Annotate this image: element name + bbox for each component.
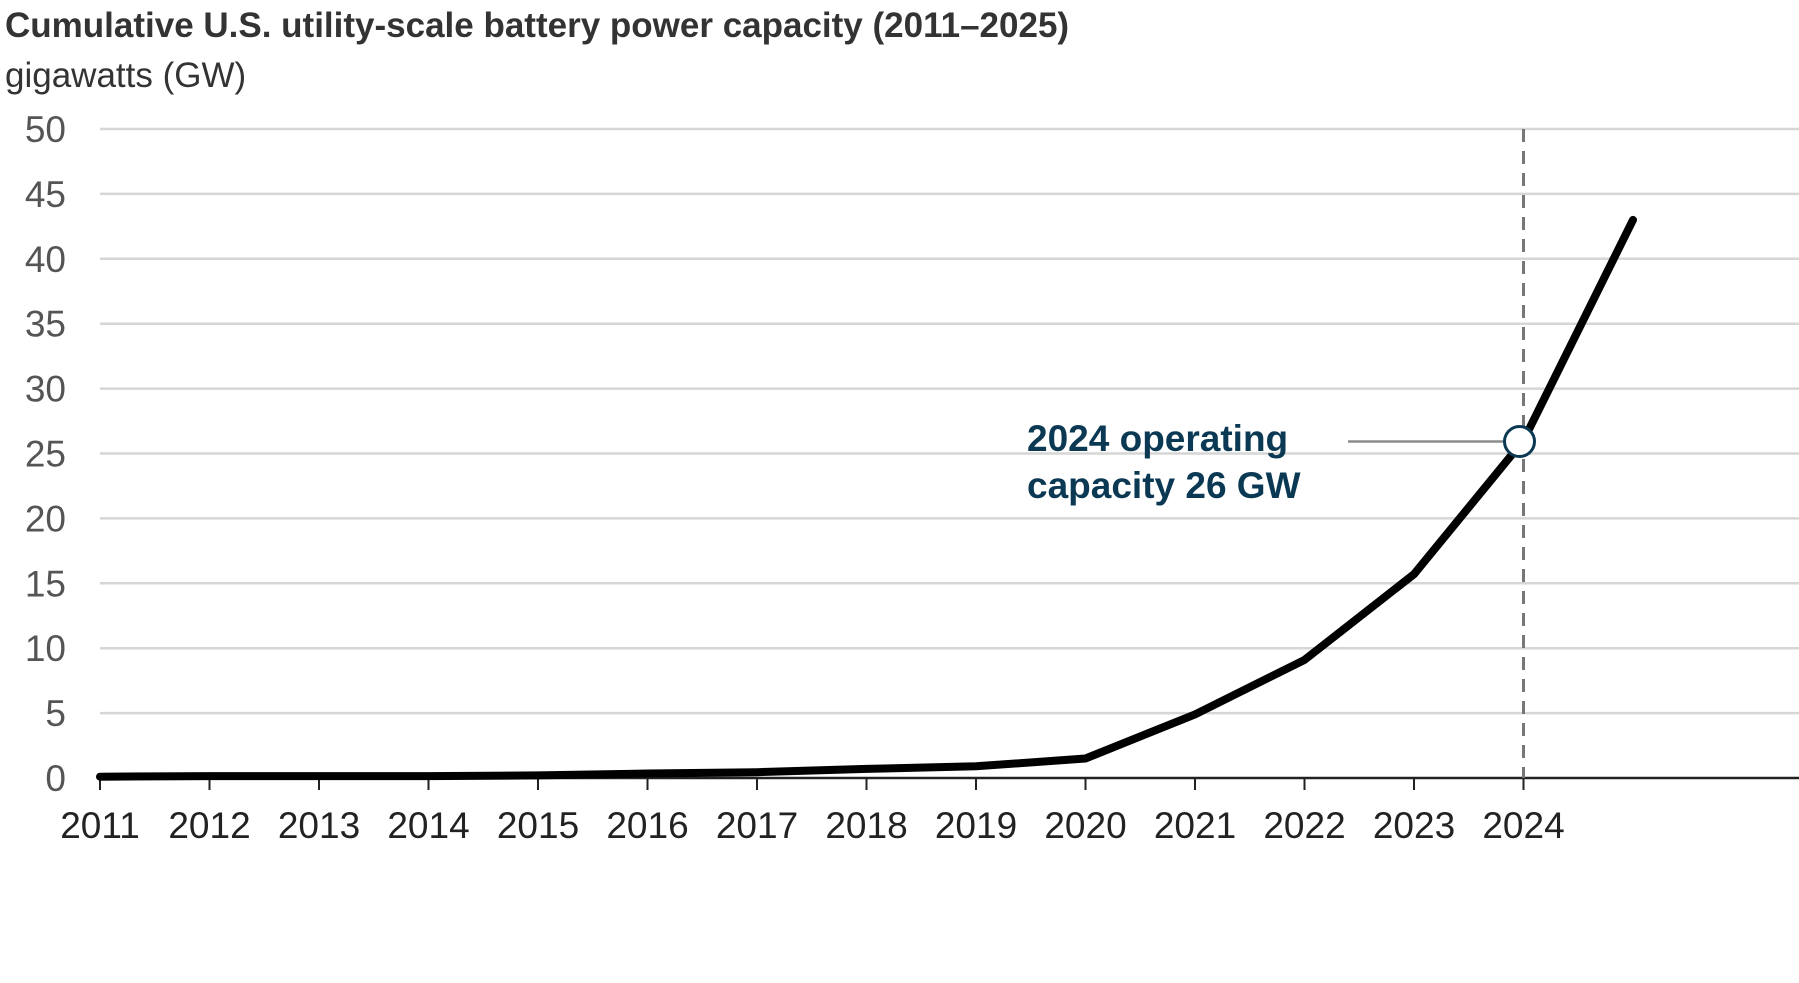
annotation-text: 2024 operating [1027,418,1288,459]
y-tick-label: 35 [25,304,66,345]
x-tick-label: 2019 [935,805,1017,846]
y-tick-label: 25 [25,434,66,475]
series-layer [96,215,1637,781]
x-tick-label: 2011 [60,805,140,846]
y-tick-label: 0 [45,758,66,799]
chart-subtitle: gigawatts (GW) [5,56,247,95]
x-tick-label: 2022 [1263,805,1345,846]
y-axis-ticks: 0 5 10 15 20 25 30 35 40 45 50 [25,109,66,799]
x-tick-label: 2013 [278,805,360,846]
x-tick-label: 2024 [1482,805,1564,846]
x-tick-label: 2021 [1154,805,1236,846]
gridlines [100,127,1799,780]
y-tick-label: 5 [45,693,66,734]
x-tick-label: 2018 [825,805,907,846]
y-tick-label: 30 [25,369,66,410]
y-tick-label: 40 [25,239,66,280]
y-tick-label: 50 [25,109,66,150]
x-tick-label: 2012 [168,805,250,846]
x-tick-label: 2020 [1044,805,1126,846]
y-tick-label: 10 [25,628,66,669]
x-tick-label: 2014 [387,805,469,846]
x-axis-ticks: 2011 2012 2013 2014 2015 2016 2017 2018 2019 2020… [60,778,1565,846]
x-tick-label: 2017 [716,805,798,846]
series-line [96,215,1637,781]
y-tick-label: 20 [25,498,66,539]
x-tick-label: 2015 [497,805,579,846]
chart-title: Cumulative U.S. utility-scale battery po… [5,6,1070,45]
x-tick-label: 2016 [606,805,688,846]
y-tick-label: 15 [25,563,66,604]
annotation-marker [1503,425,1536,459]
annotation-layer: 2024 operating capacity 26 GW [1027,418,1536,506]
x-tick-label: 2023 [1373,805,1455,846]
annotation-text: capacity 26 GW [1027,465,1301,506]
y-tick-label: 45 [25,174,66,215]
